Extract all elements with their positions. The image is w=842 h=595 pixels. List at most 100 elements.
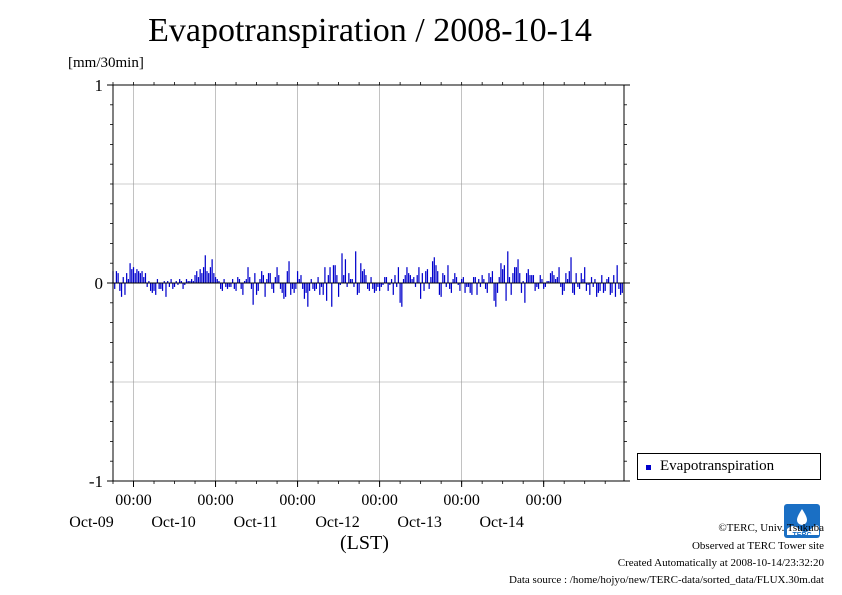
credit-source: Data source : /home/hojyo/new/TERC-data/…: [509, 574, 824, 586]
data-bar: [584, 267, 586, 283]
data-bar: [344, 259, 347, 283]
data-bar: [249, 277, 251, 283]
x-tick-date-label: Oct-11: [234, 514, 278, 531]
data-bar: [238, 279, 241, 283]
data-bar: [572, 283, 574, 293]
y-tick-label: -1: [89, 472, 103, 491]
data-bar: [599, 283, 601, 291]
data-bar: [314, 283, 316, 291]
data-bar: [182, 283, 184, 289]
x-tick-time-label: 00:00: [279, 492, 315, 509]
data-bar: [264, 283, 266, 297]
data-bar: [378, 283, 381, 291]
data-bar: [413, 277, 415, 283]
data-bar: [165, 283, 167, 297]
x-tick-time-label: 00:00: [443, 492, 479, 509]
data-bar: [524, 283, 526, 303]
data-bar: [273, 283, 275, 293]
data-bar: [148, 281, 150, 283]
data-bar: [472, 277, 475, 283]
data-bar: [602, 283, 605, 293]
data-bar: [202, 267, 205, 283]
data-bar: [551, 271, 553, 283]
chart-title: Evapotranspiration / 2008-10-14: [148, 12, 592, 49]
data-bar: [271, 283, 273, 289]
data-bar: [517, 259, 519, 283]
data-bar: [269, 273, 271, 283]
data-bar: [250, 283, 253, 289]
data-bar: [616, 265, 618, 283]
data-bar: [619, 283, 622, 295]
data-bar: [153, 283, 155, 291]
data-bar: [302, 283, 304, 289]
data-bar: [556, 277, 558, 283]
data-bar: [462, 277, 464, 283]
data-bar: [565, 273, 567, 283]
data-bar: [585, 283, 588, 291]
data-bar: [447, 265, 449, 283]
data-bar: [146, 283, 148, 287]
data-bar: [423, 283, 425, 291]
data-bar: [220, 283, 222, 289]
data-bar: [257, 283, 259, 291]
data-bar: [267, 273, 270, 283]
data-bar: [332, 265, 335, 283]
data-bar: [373, 283, 376, 293]
data-bar: [549, 273, 552, 283]
y-axis-unit-label: [mm/30min]: [68, 55, 144, 71]
data-bar: [225, 283, 227, 287]
data-bar: [440, 283, 442, 297]
data-bar: [534, 283, 536, 291]
data-bar: [385, 277, 388, 283]
data-bar: [317, 277, 319, 283]
data-bar: [191, 279, 193, 283]
data-bar: [262, 275, 265, 283]
data-bar: [139, 273, 141, 283]
data-bar: [431, 261, 434, 283]
data-bar: [548, 281, 550, 283]
logo-text: TERC: [792, 532, 811, 539]
data-bar: [449, 283, 451, 289]
data-bar: [428, 283, 430, 289]
data-bar: [411, 279, 413, 283]
data-bar: [384, 277, 386, 283]
data-bar: [503, 265, 505, 283]
data-bar: [331, 283, 333, 307]
data-bar: [367, 283, 369, 289]
x-axis-unit-label: (LST): [340, 532, 389, 554]
data-bar: [173, 283, 176, 287]
data-bar: [132, 267, 135, 283]
data-bar: [370, 277, 372, 283]
legend-label: Evapotranspiration: [660, 458, 775, 474]
data-bar: [184, 283, 186, 285]
data-bar: [189, 281, 191, 283]
data-bar: [455, 277, 458, 283]
data-bar: [213, 273, 215, 283]
data-bar: [327, 275, 329, 283]
data-bar: [310, 279, 312, 283]
data-bar: [508, 277, 511, 283]
data-bar: [510, 283, 512, 295]
data-bar: [266, 279, 268, 283]
data-bar: [312, 283, 314, 289]
data-bar: [409, 275, 411, 283]
data-bar: [144, 273, 147, 283]
data-bar: [425, 271, 427, 283]
data-bar: [592, 283, 594, 287]
data-bar: [479, 283, 482, 287]
data-bar: [573, 283, 576, 295]
data-bar: [361, 271, 364, 283]
data-bar: [334, 265, 336, 283]
data-bar: [290, 283, 292, 295]
data-bar: [515, 267, 517, 283]
data-bar: [346, 283, 348, 287]
data-bar: [469, 283, 471, 293]
data-bar: [279, 283, 282, 289]
data-bar: [512, 273, 514, 283]
data-bar: [401, 283, 403, 307]
data-bar: [566, 279, 569, 283]
data-bar: [442, 273, 444, 283]
data-bar: [356, 283, 359, 295]
data-bar: [143, 277, 145, 283]
data-bar: [578, 283, 581, 289]
